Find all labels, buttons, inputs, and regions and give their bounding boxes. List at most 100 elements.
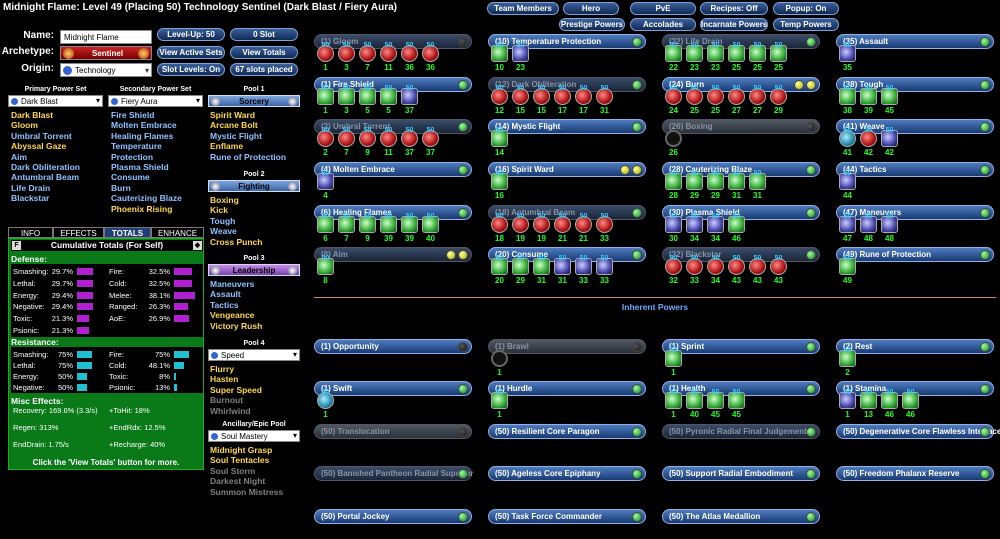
enhancement-slot-icon[interactable] <box>533 258 550 275</box>
level-up-button[interactable]: Level-Up: 50 <box>157 28 225 41</box>
tab-effects[interactable]: EFFECTS <box>53 227 104 238</box>
enhancement-slot-icon[interactable] <box>512 88 529 105</box>
power-list-item[interactable]: Whirlwind <box>210 405 251 416</box>
power-list-item[interactable]: Dark Blast <box>11 110 54 120</box>
enhancement-slot-icon[interactable] <box>554 88 571 105</box>
power-bar[interactable]: (50) Banished Pantheon Radial Superior <box>314 466 473 481</box>
power-bar[interactable]: (49) Rune of Protection <box>836 247 994 262</box>
enhancement-slot-icon[interactable] <box>575 88 592 105</box>
toggle-light-icon[interactable] <box>632 469 642 479</box>
enhancement-slot-icon[interactable] <box>839 350 856 367</box>
toggle-light-icon[interactable] <box>458 208 468 218</box>
toggle-light-icon[interactable] <box>632 208 642 218</box>
enhancement-slot-icon[interactable] <box>749 173 766 190</box>
enhancement-slot-icon[interactable] <box>401 130 418 147</box>
power-slot[interactable]: (2) Umbral Torrent 50 2 50 7 50 9 50 11 50 37 50 37 <box>314 119 472 161</box>
power-list-item[interactable]: Kick <box>210 205 228 216</box>
toggle-light-icon[interactable] <box>980 342 990 352</box>
toggle-light-icon[interactable] <box>980 384 990 394</box>
enhancement-slot-icon[interactable] <box>728 45 745 62</box>
enhancement-slot-icon[interactable] <box>491 258 508 275</box>
toggle-light-icon[interactable] <box>632 80 642 90</box>
power-slot[interactable]: (50) Portal Jockey <box>314 509 472 539</box>
enhancement-slot-icon[interactable] <box>554 258 571 275</box>
toggle-light-icon[interactable] <box>980 80 990 90</box>
pool-select[interactable]: Leadership <box>208 264 300 276</box>
toggle-light-icon[interactable] <box>632 342 642 352</box>
pool-select[interactable]: Soul Mastery <box>208 430 300 442</box>
power-slot[interactable]: (12) Dark Obliteration 50 12 50 15 50 15 50 17 50… <box>488 77 646 119</box>
pool-select[interactable]: Fighting <box>208 180 300 192</box>
power-bar[interactable]: (4) Molten Embrace <box>314 162 472 177</box>
power-bar[interactable]: (1) Hurdle <box>488 381 646 396</box>
enhancement-slot-icon[interactable] <box>491 216 508 233</box>
top-nav-popup-on-button[interactable]: Popup: On <box>773 2 839 15</box>
enhancement-slot-icon[interactable] <box>686 392 703 409</box>
toggle-light-icon[interactable] <box>632 427 642 437</box>
power-slot[interactable]: (50) The Atlas Medallion <box>662 509 820 539</box>
toggle-light-icon[interactable] <box>980 469 990 479</box>
toggle-light-icon[interactable] <box>980 165 990 175</box>
toggle-light-icon[interactable] <box>806 250 816 260</box>
power-list-item[interactable]: Rune of Protection <box>210 151 287 162</box>
enhancement-slot-icon[interactable] <box>839 258 856 275</box>
float-toggle-icon[interactable]: F <box>12 241 21 250</box>
power-slot[interactable]: (2) Rest 50 2 <box>836 339 994 381</box>
power-bar[interactable]: (14) Mystic Flight <box>488 119 646 134</box>
toggle-light-icon[interactable] <box>458 427 468 437</box>
enhancement-slot-icon[interactable] <box>317 216 334 233</box>
power-list-item[interactable]: Plasma Shield <box>111 161 169 172</box>
power-list-item[interactable]: Enflame <box>210 141 244 152</box>
power-list-item[interactable]: Blackstar <box>11 193 50 204</box>
enhancement-slot-icon[interactable] <box>707 88 724 105</box>
slots-placed-button[interactable]: 67 slots placed <box>230 63 298 76</box>
toggle-light-icon[interactable] <box>458 37 468 47</box>
enhancement-slot-icon[interactable] <box>728 173 745 190</box>
power-slot[interactable]: (44) Tactics 50 44 <box>836 162 994 204</box>
enhancement-slot-icon[interactable] <box>728 392 745 409</box>
enhancement-slot-icon[interactable] <box>533 88 550 105</box>
power-slot[interactable]: (41) Weave 50 41 50 42 50 42 <box>836 119 994 161</box>
power-bar[interactable]: (50) The Atlas Medallion <box>662 509 820 524</box>
enhancement-slot-icon[interactable] <box>596 216 613 233</box>
toggle-light-icon[interactable] <box>980 37 990 47</box>
enhancement-slot-icon[interactable] <box>665 350 682 367</box>
top-nav-temp-powers-button[interactable]: Temp Powers <box>773 18 839 31</box>
enhancement-slot-icon[interactable] <box>422 45 439 62</box>
top-nav-prestige-powers-button[interactable]: Prestige Powers <box>559 18 625 31</box>
enhancement-slot-icon[interactable] <box>839 130 856 147</box>
enhancement-slot-icon[interactable] <box>749 88 766 105</box>
power-bar[interactable]: (1) Sprint <box>662 339 820 354</box>
toggle-light-icon[interactable] <box>632 37 642 47</box>
toggle-light-icon[interactable] <box>806 165 816 175</box>
enhancement-slot-icon[interactable] <box>707 258 724 275</box>
secondary-select[interactable]: Fiery Aura <box>108 95 203 107</box>
top-nav-pve-button[interactable]: PvE <box>630 2 696 15</box>
enhancement-slot-icon[interactable] <box>575 216 592 233</box>
power-slot[interactable]: (50) Resilient Core Paragon <box>488 424 646 466</box>
toggle-light-icon[interactable] <box>446 250 456 260</box>
toggle-light-icon[interactable] <box>458 342 468 352</box>
origin-select[interactable]: Technology <box>60 63 152 78</box>
slot-levels-button[interactable]: Slot Levels: On <box>157 63 225 76</box>
power-slot[interactable]: (50) Banished Pantheon Radial Superior <box>314 466 473 508</box>
enhancement-slot-icon[interactable] <box>728 88 745 105</box>
enhancement-slot-icon[interactable] <box>401 45 418 62</box>
power-list-item[interactable]: Healing Flames <box>111 130 174 141</box>
power-bar[interactable]: (50) Support Radial Embodiment <box>662 466 820 481</box>
power-list-item[interactable]: Cross Punch <box>210 236 263 247</box>
power-list-item[interactable]: Tough <box>210 215 236 226</box>
power-slot[interactable]: (49) Rune of Protection 50 49 <box>836 247 994 289</box>
power-slot[interactable]: (1) Hurdle 50 1 <box>488 381 646 423</box>
enhancement-slot-icon[interactable] <box>728 258 745 275</box>
power-slot[interactable]: (30) Plasma Shield 50 30 50 34 50 34 50 46 <box>662 205 820 247</box>
power-list-item[interactable]: Life Drain <box>11 182 51 193</box>
pin-icon[interactable]: ◆ <box>193 241 202 250</box>
power-bar[interactable]: (50) Ageless Core Epiphany <box>488 466 646 481</box>
toggle-light-icon[interactable] <box>458 80 468 90</box>
enhancement-slot-icon[interactable] <box>686 45 703 62</box>
toggle-light-icon[interactable] <box>806 122 816 132</box>
power-bar[interactable]: (50) Task Force Commander <box>488 509 646 524</box>
power-list-item[interactable]: Soul Storm <box>210 465 256 476</box>
toggle-light-icon[interactable] <box>632 250 642 260</box>
